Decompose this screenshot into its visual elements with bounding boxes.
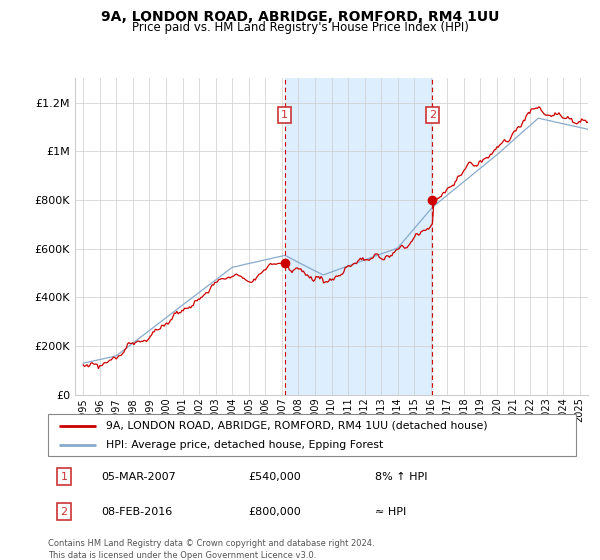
Text: ≈ HPI: ≈ HPI (376, 507, 407, 517)
Text: 05-MAR-2007: 05-MAR-2007 (101, 472, 176, 482)
Text: £800,000: £800,000 (248, 507, 301, 517)
Text: 9A, LONDON ROAD, ABRIDGE, ROMFORD, RM4 1UU: 9A, LONDON ROAD, ABRIDGE, ROMFORD, RM4 1… (101, 10, 499, 24)
Text: 08-FEB-2016: 08-FEB-2016 (101, 507, 172, 517)
Text: 2: 2 (60, 507, 67, 517)
Text: Price paid vs. HM Land Registry's House Price Index (HPI): Price paid vs. HM Land Registry's House … (131, 21, 469, 34)
Text: 8% ↑ HPI: 8% ↑ HPI (376, 472, 428, 482)
FancyBboxPatch shape (48, 414, 576, 456)
Bar (284, 78, 433, 395)
Text: Contains HM Land Registry data © Crown copyright and database right 2024.
This d: Contains HM Land Registry data © Crown c… (48, 539, 374, 559)
Text: £540,000: £540,000 (248, 472, 301, 482)
Text: 2: 2 (429, 110, 436, 120)
Text: HPI: Average price, detached house, Epping Forest: HPI: Average price, detached house, Eppi… (106, 440, 383, 450)
Text: 1: 1 (61, 472, 67, 482)
Text: 9A, LONDON ROAD, ABRIDGE, ROMFORD, RM4 1UU (detached house): 9A, LONDON ROAD, ABRIDGE, ROMFORD, RM4 1… (106, 421, 488, 431)
Text: 1: 1 (281, 110, 288, 120)
